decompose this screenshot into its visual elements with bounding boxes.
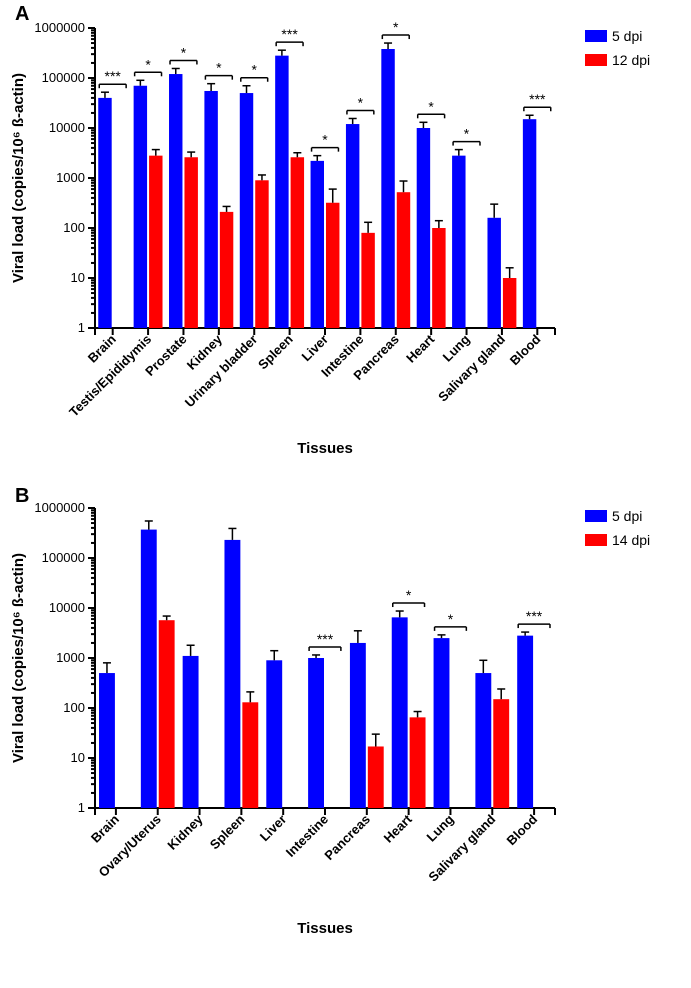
svg-text:***: *** <box>529 91 546 107</box>
legend-label: 14 dpi <box>612 532 650 548</box>
bar <box>417 128 430 328</box>
svg-text:*: * <box>358 94 364 110</box>
svg-text:*: * <box>322 132 328 148</box>
svg-text:*: * <box>448 611 454 627</box>
svg-text:Heart: Heart <box>403 331 438 366</box>
svg-text:Brain: Brain <box>88 811 122 845</box>
svg-text:1: 1 <box>78 800 85 815</box>
bar <box>242 702 258 808</box>
bar <box>240 93 253 328</box>
svg-text:*: * <box>216 60 222 76</box>
legend-swatch <box>585 534 607 546</box>
bar <box>381 49 394 328</box>
svg-text:*: * <box>252 62 258 78</box>
bar <box>98 98 111 328</box>
svg-text:Spleen: Spleen <box>207 811 248 852</box>
svg-text:10: 10 <box>71 270 85 285</box>
svg-text:*: * <box>428 98 434 114</box>
bar <box>224 540 240 808</box>
legend-swatch <box>585 510 607 522</box>
svg-text:10000: 10000 <box>49 120 85 135</box>
legend-label: 5 dpi <box>612 28 642 44</box>
bar <box>311 161 324 328</box>
bar <box>410 717 426 808</box>
svg-text:1: 1 <box>78 320 85 335</box>
bar <box>291 157 304 328</box>
bar <box>361 233 374 328</box>
bar <box>392 617 408 808</box>
bar <box>487 218 500 328</box>
bar <box>308 658 324 808</box>
svg-text:100: 100 <box>63 220 85 235</box>
bar <box>183 656 199 808</box>
svg-text:Liver: Liver <box>257 812 290 845</box>
svg-text:10: 10 <box>71 750 85 765</box>
bar <box>220 212 233 328</box>
bar <box>434 638 450 808</box>
bar <box>159 620 175 808</box>
bar <box>368 746 384 808</box>
svg-text:Lung: Lung <box>424 811 457 844</box>
svg-text:Blood: Blood <box>507 331 544 368</box>
svg-text:Tissues: Tissues <box>297 440 353 457</box>
svg-text:Blood: Blood <box>504 811 541 848</box>
svg-text:***: *** <box>281 26 298 42</box>
svg-text:Viral load (copies/10⁶ ß-actin: Viral load (copies/10⁶ ß-actin) <box>10 553 27 763</box>
svg-text:10000: 10000 <box>49 600 85 615</box>
svg-text:*: * <box>393 19 399 35</box>
bar <box>326 203 339 328</box>
svg-text:*: * <box>145 56 151 72</box>
svg-text:100000: 100000 <box>42 550 85 565</box>
bar <box>475 673 491 808</box>
bar <box>493 699 509 808</box>
svg-text:Liver: Liver <box>299 332 332 365</box>
svg-text:1000: 1000 <box>56 170 85 185</box>
bar <box>452 156 465 328</box>
chart-a: 1 10 100 1000 10000 100000 1000000 Viral load (… <box>0 10 691 480</box>
legend-label: 5 dpi <box>612 508 642 524</box>
bar <box>99 673 115 808</box>
bar <box>149 156 162 328</box>
bar <box>432 228 445 328</box>
bar <box>266 660 282 808</box>
svg-text:***: *** <box>317 631 334 647</box>
bar <box>503 278 516 328</box>
bar <box>184 157 197 328</box>
legend-swatch <box>585 30 607 42</box>
svg-text:100: 100 <box>63 700 85 715</box>
svg-text:Viral load (copies/10⁶ ß-actin: Viral load (copies/10⁶ ß-actin) <box>10 73 27 283</box>
bar <box>517 636 533 808</box>
svg-text:1000000: 1000000 <box>34 500 85 515</box>
svg-text:Lung: Lung <box>440 331 473 364</box>
bar <box>350 643 366 808</box>
bar <box>346 124 359 328</box>
svg-text:*: * <box>406 587 412 603</box>
svg-text:*: * <box>181 44 187 60</box>
chart-b: 1 10 100 1000 10000 100000 1000000 Viral load (… <box>0 490 691 988</box>
svg-text:***: *** <box>105 68 122 84</box>
legend-label: 12 dpi <box>612 52 650 68</box>
svg-text:1000000: 1000000 <box>34 20 85 35</box>
svg-text:Kidney: Kidney <box>164 811 206 853</box>
bar <box>523 119 536 328</box>
bar <box>275 56 288 328</box>
svg-text:1000: 1000 <box>56 650 85 665</box>
svg-text:Heart: Heart <box>381 811 416 846</box>
svg-text:*: * <box>464 126 470 142</box>
bar <box>169 74 182 328</box>
bar <box>141 530 157 808</box>
bar <box>134 86 147 328</box>
svg-text:***: *** <box>526 608 543 624</box>
svg-text:100000: 100000 <box>42 70 85 85</box>
svg-text:Tissues: Tissues <box>297 920 353 937</box>
legend-swatch <box>585 54 607 66</box>
svg-text:Pancreas: Pancreas <box>321 812 372 863</box>
bar <box>204 91 217 328</box>
svg-text:Spleen: Spleen <box>255 331 296 372</box>
bar <box>397 192 410 328</box>
bar <box>255 180 268 328</box>
